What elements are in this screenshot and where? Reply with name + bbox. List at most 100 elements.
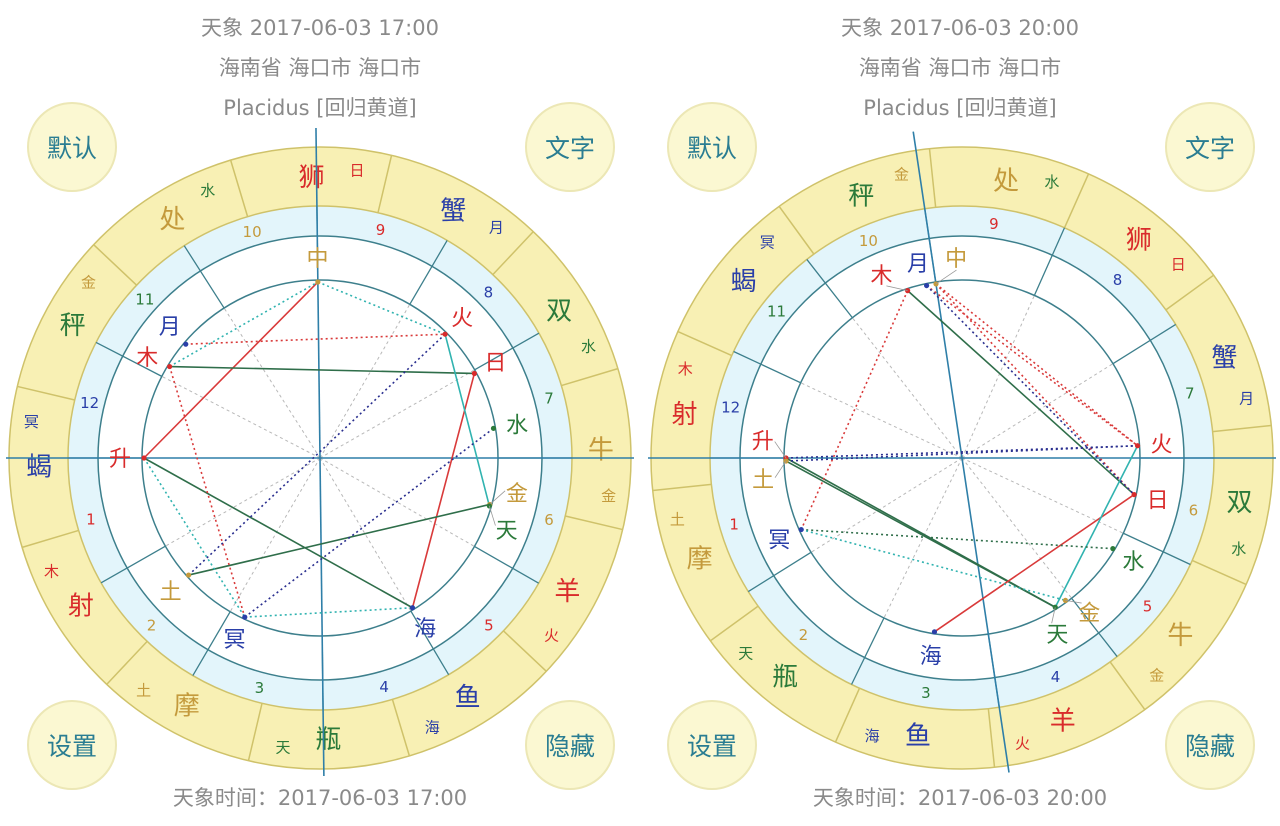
sign-ruler-label: 水 (1044, 173, 1059, 191)
sign-boundary (1109, 661, 1146, 711)
house-number: 1 (86, 511, 96, 529)
sign-boundary (565, 515, 623, 531)
sign-label: 射 (68, 592, 94, 622)
aspect-line (169, 281, 319, 368)
sign-ruler-label: 金 (894, 165, 909, 183)
house-number: 11 (767, 302, 786, 320)
aspect-line (188, 333, 446, 576)
sign-boundary (17, 385, 75, 401)
sign-label: 处 (993, 166, 1019, 196)
settings-button[interactable]: 设置 (27, 700, 117, 790)
planet-marker (141, 455, 147, 461)
house-cusp-line (409, 240, 448, 305)
house-cusp-line (95, 341, 163, 377)
sign-label: 处 (159, 205, 185, 235)
planet-label: 升 (752, 430, 774, 455)
sign-ruler-label: 日 (349, 161, 364, 179)
planet-label-leader (1051, 607, 1056, 624)
sign-ruler-label: 火 (544, 626, 559, 644)
planet-label: 中 (307, 247, 329, 272)
planet-marker (1131, 491, 1137, 498)
planet-marker (490, 425, 497, 431)
sign-label: 蟹 (1211, 343, 1237, 373)
house-number: 2 (147, 617, 157, 635)
sign-label: 鱼 (455, 683, 481, 713)
house-number: 9 (989, 215, 999, 233)
sign-boundary (377, 155, 393, 213)
sign-boundary (1191, 559, 1247, 586)
sign-label: 蝎 (731, 267, 757, 297)
house-number: 9 (376, 221, 386, 239)
house-cusp-line (100, 545, 166, 584)
planet-label: 日 (1147, 489, 1169, 514)
house-number: 3 (921, 684, 931, 702)
aspect-line (801, 528, 1066, 602)
default-button[interactable]: 默认 (667, 102, 757, 192)
sign-ruler-label: 水 (581, 338, 596, 356)
planet-label-leader (935, 269, 957, 285)
text-button[interactable]: 文字 (1165, 102, 1255, 192)
planet-marker (409, 605, 416, 611)
aspect-line (907, 290, 1135, 496)
sign-boundary (247, 703, 263, 761)
sign-boundary (778, 205, 815, 255)
text-button[interactable]: 文字 (525, 102, 615, 192)
house-cusp-line (474, 332, 540, 371)
house-cusp-line (192, 611, 231, 676)
sign-label: 秤 (848, 182, 874, 212)
aspect-line (935, 283, 1135, 496)
house-number: 8 (1113, 271, 1123, 289)
planet-label: 水 (1122, 550, 1144, 575)
chart-title: 天象 2017-06-03 20:00 (841, 16, 1079, 40)
chart-location: 海南省 海口市 海口市 (858, 56, 1062, 80)
sign-ruler-label: 天 (738, 645, 753, 663)
sign-ruler-label: 木 (44, 562, 59, 580)
sign-label: 鱼 (905, 722, 931, 752)
house-number: 2 (799, 626, 809, 644)
sign-label: 摩 (174, 691, 200, 721)
house-number: 3 (255, 679, 265, 697)
planet-marker (1110, 546, 1116, 552)
sign-ruler-label: 木 (678, 360, 693, 378)
planet-label-leader (774, 460, 787, 478)
hide-button[interactable]: 隐藏 (525, 700, 615, 790)
aspect-line (411, 373, 476, 608)
house-cusp-line (850, 617, 885, 685)
chart-header-left: 天象 2017-06-03 17:00 海南省 海口市 海口市 Placidus… (0, 8, 640, 128)
sign-label: 狮 (1126, 226, 1152, 256)
sign-label: 射 (671, 400, 697, 430)
planet-marker (931, 629, 938, 635)
planet-label: 月 (907, 252, 929, 277)
sign-boundary (391, 699, 411, 757)
aspect-line (444, 334, 491, 507)
settings-button[interactable]: 设置 (667, 700, 757, 790)
aspect-line (935, 283, 1139, 447)
sign-label: 双 (1227, 488, 1253, 518)
aspect-line (800, 290, 909, 530)
sign-boundary (21, 529, 79, 549)
default-button[interactable]: 默认 (27, 102, 117, 192)
chart-time-footer: 天象时间：2017-06-03 17:00 (172, 786, 468, 810)
sign-label: 狮 (299, 163, 325, 193)
sign-ruler-label: 月 (489, 219, 504, 237)
planet-marker (315, 279, 321, 285)
sign-ruler-label: 土 (136, 681, 151, 699)
house-number: 7 (544, 389, 554, 407)
mc-ic-axis (315, 128, 325, 776)
sign-ruler-label: 日 (1171, 255, 1186, 273)
house-number: 4 (379, 678, 389, 696)
house-cusp-line (474, 545, 539, 584)
chart-location: 海南省 海口市 海口市 (218, 56, 422, 80)
house-number: 1 (729, 515, 739, 533)
hide-button[interactable]: 隐藏 (1165, 700, 1255, 790)
sign-boundary (709, 605, 759, 642)
house-number: 12 (80, 394, 99, 412)
sign-ruler-label: 水 (1231, 540, 1246, 558)
planet-label-leader (1065, 599, 1082, 604)
planet-label: 火 (1151, 433, 1173, 458)
planet-label: 金 (1078, 601, 1100, 626)
planet-marker (183, 341, 189, 347)
sign-label: 羊 (1050, 706, 1076, 736)
planet-label: 日 (484, 351, 506, 376)
